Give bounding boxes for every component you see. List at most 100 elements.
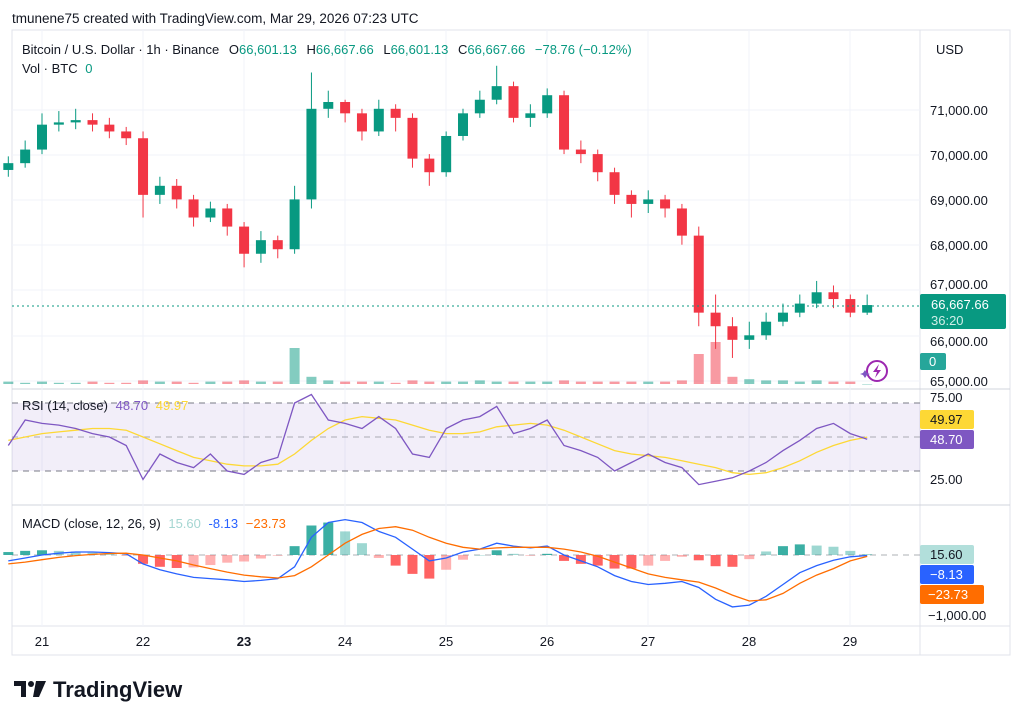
currency-label[interactable]: USD	[936, 42, 963, 57]
volume-bar	[542, 381, 553, 384]
candle-body	[811, 292, 822, 304]
macd-badge	[920, 565, 974, 584]
chart-frame	[11, 29, 1011, 656]
macd-histogram-bar	[862, 554, 873, 555]
logo-mark-icon	[14, 681, 26, 697]
candle-body	[458, 113, 468, 136]
volume-bar	[306, 376, 317, 384]
candle-body	[491, 86, 502, 100]
volume-bar	[255, 381, 266, 384]
volume-bar	[794, 381, 805, 384]
volume-bar	[70, 382, 81, 384]
macd-histogram-bar	[845, 550, 856, 555]
candle-body	[643, 199, 654, 204]
macd-histogram-bar	[3, 552, 14, 555]
volume-bar	[53, 382, 64, 384]
volume-bar	[643, 381, 654, 384]
signal-badge	[920, 585, 984, 604]
volume-bar	[289, 348, 300, 384]
currency-button[interactable]	[922, 34, 1008, 64]
volume-bar	[862, 384, 873, 385]
volume-bar	[761, 380, 772, 384]
rsi-badge-value: 48.70	[930, 432, 963, 447]
time-axis-label: 29	[843, 634, 857, 649]
rsi-badge	[920, 430, 974, 449]
candle-body	[845, 299, 856, 313]
candle-body	[794, 303, 805, 313]
candle-body	[777, 312, 788, 322]
macd-histogram-bar	[744, 555, 755, 560]
volume-bar	[188, 382, 199, 384]
close-value: 66,667.66	[467, 42, 525, 57]
volume-bar	[458, 381, 468, 384]
volume-bar	[239, 380, 250, 384]
volume-bar	[710, 342, 721, 384]
macd-histogram-bar	[407, 555, 418, 574]
macd-badge-value: −8.13	[930, 567, 963, 582]
time-axis-label: 27	[641, 634, 655, 649]
candle-body	[609, 172, 620, 195]
macd-histogram-bar	[508, 553, 519, 555]
macd-line	[8, 518, 868, 608]
volume-bar	[87, 381, 98, 384]
last-price-value: 66,667.66	[931, 297, 989, 312]
macd-histogram-bar	[323, 522, 334, 555]
price-axis-label: 71,000.00	[930, 103, 988, 118]
macd-histogram-bar	[272, 555, 283, 556]
candle-body	[188, 199, 199, 218]
candle-body	[575, 149, 586, 155]
macd-histogram-bar	[693, 555, 704, 561]
candle-body	[559, 95, 570, 150]
macd-histogram-bar	[424, 555, 435, 579]
candle-body	[3, 163, 14, 170]
change-value: −78.76 (−0.12%)	[535, 42, 632, 57]
candle-body	[356, 113, 367, 132]
macd-histogram-bar	[188, 555, 199, 568]
candle-body	[222, 208, 233, 227]
volume-bar	[373, 381, 384, 384]
volume-bar	[559, 380, 570, 384]
volume-bar	[491, 381, 502, 384]
volume-badge-value: 0	[929, 354, 936, 369]
legend-row: Bitcoin / U.S. Dollar · 1h · Binance O66…	[22, 42, 632, 57]
volume-bar	[727, 376, 738, 384]
price-axis-label: 68,000.00	[930, 238, 988, 253]
macd-histogram-bar	[491, 550, 502, 555]
candle-body	[542, 95, 553, 114]
macd-histogram-bar	[710, 555, 721, 567]
candle-body	[289, 199, 300, 250]
volume-bar	[171, 381, 182, 384]
rsi-lines	[7, 393, 868, 486]
price-axis-label: 65,000.00	[930, 374, 988, 389]
volume-bar	[828, 381, 839, 384]
macd-histogram-bar	[542, 553, 553, 555]
macd-histogram-bar	[390, 555, 401, 566]
macd-histogram-bar	[643, 555, 654, 566]
volume-bar	[575, 381, 586, 384]
time-axis-label: 21	[35, 634, 49, 649]
volume-bars	[3, 342, 873, 385]
symbol-title[interactable]: Bitcoin / U.S. Dollar · 1h · Binance	[22, 42, 219, 57]
candle-countdown: 36:20	[931, 313, 964, 328]
macd-histogram-bar	[525, 555, 536, 556]
macd-histogram-bar	[373, 555, 384, 558]
candle-body	[205, 208, 216, 218]
candle-body	[862, 305, 873, 313]
volume-bar	[592, 381, 603, 384]
volume-bar	[407, 380, 418, 384]
low-value: 66,601.13	[391, 42, 449, 57]
macd-histogram-bar	[575, 555, 586, 564]
rsi-line	[7, 393, 868, 486]
macd-histogram-bar	[441, 555, 452, 570]
candle-body	[20, 149, 31, 164]
volume-bar	[744, 379, 755, 384]
time-axis-label: 23	[237, 634, 251, 649]
lightning-icon[interactable]	[860, 360, 888, 382]
volume-bar	[777, 380, 788, 384]
candle-body	[424, 158, 435, 173]
rsi-axis-25: 25.00	[930, 472, 963, 487]
time-axis[interactable]: 21 22 23 24 25 26 27 28 29	[35, 634, 857, 649]
price-axis[interactable]: 71,000.00 70,000.00 69,000.00 68,000.00 67,0…	[930, 103, 988, 389]
macd-histogram-bar	[121, 555, 132, 556]
